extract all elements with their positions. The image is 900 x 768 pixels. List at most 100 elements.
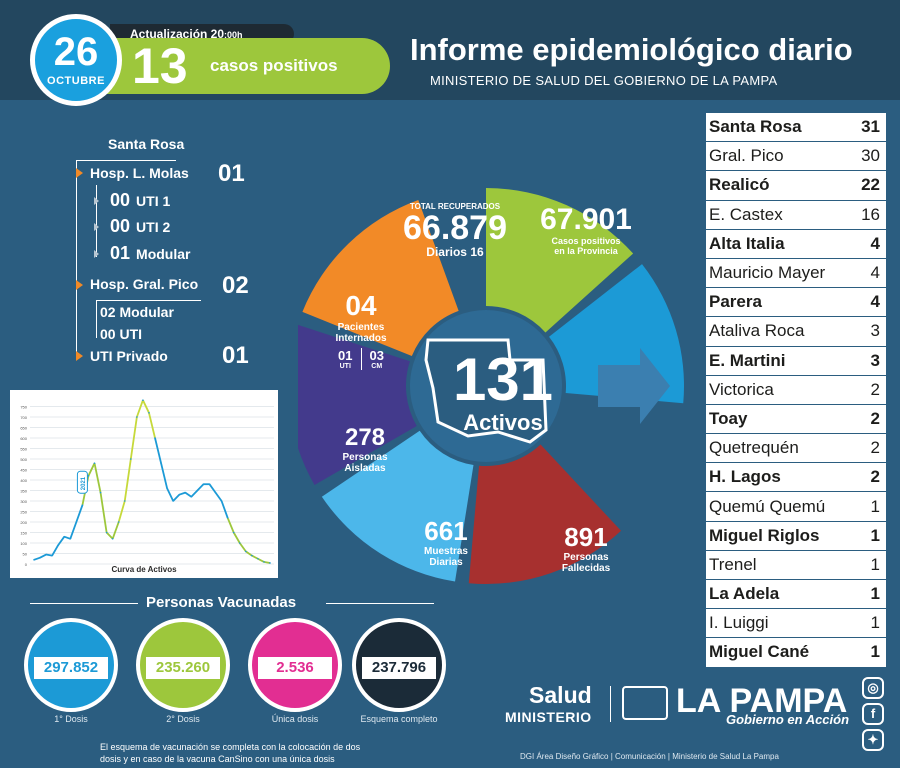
molas-sub-row: 00 UTI 2 [110,216,171,236]
arrow-right-icon [94,250,99,258]
chart-point [184,491,187,494]
y-tick-label: 50 [23,552,28,557]
chart-line-segment [136,399,144,418]
page-title: Informe epidemiológico diario [410,32,853,67]
divider [360,348,362,370]
chart-line-segment [232,532,241,544]
chart-line-segment [142,399,150,414]
locality-name: H. Lagos [709,467,781,487]
samples-value: 661 [424,516,468,546]
chart-point [69,538,72,540]
hospitalized-segment [302,199,459,357]
chart-line-segment [45,553,53,557]
samples-segment [321,430,474,582]
vaccination-value: 235.260 [146,657,220,679]
recovered-label: TOTAL RECUPERADOS [409,202,501,211]
cm-count: 03 CM [369,348,384,370]
table-row: E. Castex 16 [706,200,886,230]
chart-point [99,491,102,494]
chart-title: Curva de Activos [111,565,177,574]
chart-point [148,412,150,414]
positive-label: casos positivos [210,56,338,75]
chart-svg: 0 50 100 150 200 250 300 350 400 450 500 550 600 650 7… [20,399,274,574]
chart-line-segment [257,557,265,563]
table-row: E. Martini 3 [706,346,886,376]
chart-point [123,500,126,502]
recovered-daily-value: 16 [470,245,484,259]
divider [96,300,201,301]
locality-count: 4 [870,263,880,283]
recovered-segment [486,188,634,333]
divider [76,160,176,161]
chart-point [93,462,96,464]
pico-sub-row: 02 Modular [100,304,174,320]
chart-line-segment [87,462,96,477]
chart-point [202,483,205,485]
vaccination-footnote: El esquema de vacunación se completa con… [100,742,361,764]
chart-line-segment [129,416,138,460]
uti-count: 01 UTI [338,348,353,370]
la-pampa-logo-text: LA PAMPA [676,682,848,720]
table-row: I. Luiggi 1 [706,609,886,639]
facebook-icon[interactable]: f [862,703,884,725]
chart-point [39,556,41,559]
deaths-segment [468,444,622,584]
table-row: Quetrequén 2 [706,434,886,464]
chart-line-segment [214,492,223,502]
chart-point [130,458,132,460]
twitter-icon[interactable]: ✦ [862,729,884,751]
isolated-label: Personas [342,452,388,463]
isolated-value: 278 [344,424,386,451]
chart-line-segment [99,492,108,533]
chart-point [105,531,108,534]
locality-name: Miguel Cané [709,642,810,662]
arrow-right-icon [94,197,99,205]
chart-point [208,483,211,485]
arrow-right-icon [76,280,83,290]
chart-line-segment [75,504,84,523]
chart-line-segment [69,521,78,540]
locality-name: Parera [709,292,762,312]
chart-line-segment [178,491,186,496]
chart-callout [76,470,88,494]
vaccination-label: 2° Dosis [166,714,200,724]
chart-line-segment [123,458,132,502]
chart-point [251,554,253,557]
uti-privado-value: 01 [222,342,249,369]
active-label: Activos [463,410,543,435]
active-cases-chart: 0 50 100 150 200 250 300 350 400 450 500 550 600 650 7… [10,390,278,578]
hospital-molas-label: Hosp. L. Molas [90,165,189,181]
deaths-label: Personas [563,552,609,563]
recovered-block: TOTAL RECUPERADOS 66.879 Diarios 16 [390,202,520,259]
credits-text: DGI Área Diseño Gráfico | Comunicación |… [520,752,779,761]
table-row: H. Lagos 2 [706,463,886,493]
chart-point [51,554,53,557]
chart-point [136,416,138,418]
instagram-icon[interactable]: ◎ [862,677,884,699]
update-label: Actualización 20 [130,27,225,41]
locality-name: Gral. Pico [709,146,784,166]
y-tick-label: 350 [20,489,27,494]
y-tick-label: 200 [20,520,27,525]
chart-line-segment [172,494,180,502]
locality-name: Mauricio Mayer [709,263,826,283]
chart-point [196,489,199,492]
chart-line-segment [57,536,65,546]
active-value: 131 [452,346,554,413]
positives-value: 67.901 [540,203,632,236]
hospitalized-value: 04 [345,290,377,321]
chart-point [75,521,78,523]
chart-point [269,562,271,564]
localities-table: Santa Rosa 31 Gral. Pico 30 Realicó 22 E. Cast… [706,113,886,668]
vaccination-item: 235.260 2° Dosis [136,618,230,724]
chart-point [117,521,120,523]
isolated-block: 278 Personas Aisladas [320,424,410,474]
locality-count: 16 [861,204,880,224]
samples-label-2: Diarias [429,557,463,568]
locality-name: Toay [709,408,748,428]
tree-line [96,300,97,338]
recovered-value: 66.879 [403,209,507,247]
vaccination-label: Esquema completo [360,714,438,724]
chart-line-segment [105,531,114,540]
vaccination-title: Personas Vacunadas [146,594,297,611]
